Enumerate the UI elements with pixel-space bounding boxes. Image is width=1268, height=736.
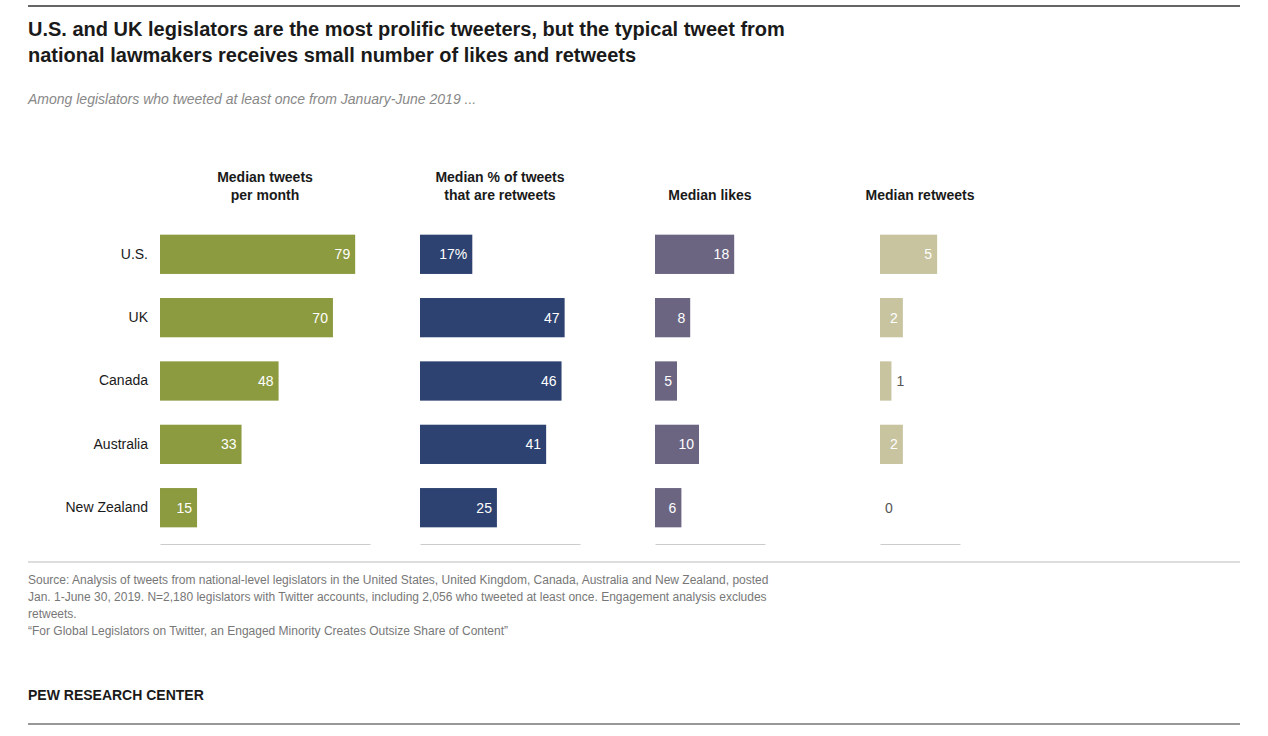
data-label: 70 bbox=[312, 310, 328, 326]
bar bbox=[160, 488, 197, 527]
data-label: 6 bbox=[669, 500, 677, 516]
bar-panel: Median % of tweets that are retweets 17% 47… bbox=[420, 169, 581, 545]
y-tick: U.S. bbox=[121, 246, 148, 262]
title-line: U.S. and UK legislators are the most pro… bbox=[28, 18, 785, 40]
bars bbox=[655, 235, 734, 528]
x-axis bbox=[421, 544, 581, 545]
bar bbox=[420, 425, 546, 464]
bar bbox=[160, 361, 279, 400]
data-label: 1 bbox=[896, 373, 904, 389]
subtitle-line: Among legislators who tweeted at least o… bbox=[27, 91, 476, 107]
bar bbox=[160, 298, 333, 337]
column-header: Median % of tweets that are retweets bbox=[435, 169, 564, 203]
y-tick: Canada bbox=[99, 372, 148, 388]
x-axis bbox=[881, 544, 961, 545]
column-header: Median retweets bbox=[866, 187, 975, 203]
data-label: 0 bbox=[885, 500, 893, 516]
data-label: 41 bbox=[526, 436, 542, 452]
source-note-line: “For Global Legislators on Twitter, an E… bbox=[28, 624, 508, 638]
data-label: 17% bbox=[439, 246, 467, 262]
data-label: 2 bbox=[890, 436, 898, 452]
y-tick: UK bbox=[129, 309, 149, 325]
bar bbox=[655, 425, 699, 464]
bars bbox=[880, 235, 937, 464]
bar bbox=[655, 235, 734, 274]
bar bbox=[420, 488, 497, 527]
data-label: 46 bbox=[541, 373, 557, 389]
bar bbox=[880, 298, 903, 337]
column-header-line: Median tweets bbox=[217, 169, 313, 185]
bar-panel: Median tweets per month 79 70 48 33 15 U.S. UK Ca… bbox=[66, 169, 371, 545]
x-axis-line bbox=[881, 544, 961, 545]
data-label: 10 bbox=[678, 436, 694, 452]
bar bbox=[655, 488, 681, 527]
separator-rule bbox=[28, 562, 1240, 563]
y-tick-label: Australia bbox=[94, 436, 149, 452]
y-tick-label: U.S. bbox=[121, 246, 148, 262]
footer-line: PEW RESEARCH CENTER bbox=[28, 687, 204, 703]
data-label: 33 bbox=[221, 436, 237, 452]
bar bbox=[880, 488, 881, 527]
bar bbox=[655, 298, 690, 337]
title: U.S. and UK legislators are the most pro… bbox=[28, 18, 785, 66]
chart-svg: U.S. and UK legislators are the most pro… bbox=[0, 0, 1268, 736]
source-note-line: Jan. 1-June 30, 2019. N=2,180 legislator… bbox=[28, 590, 767, 604]
column-header: Median likes bbox=[668, 187, 751, 203]
bar bbox=[880, 425, 903, 464]
data-label: 48 bbox=[258, 373, 274, 389]
column-header-line: Median retweets bbox=[866, 187, 975, 203]
bars bbox=[160, 235, 355, 528]
column-header-line: that are retweets bbox=[444, 187, 555, 203]
footer: PEW RESEARCH CENTER bbox=[28, 687, 204, 703]
data-labels: 18 8 5 10 6 bbox=[664, 246, 729, 515]
data-labels: 17% 47 46 41 25 bbox=[439, 246, 560, 515]
column-header-line: Median % of tweets bbox=[435, 169, 564, 185]
x-axis-line bbox=[656, 544, 766, 545]
subtitle: Among legislators who tweeted at least o… bbox=[27, 91, 476, 107]
y-tick-label: Canada bbox=[99, 372, 148, 388]
data-label: 25 bbox=[476, 500, 492, 516]
source-note-line: Source: Analysis of tweets from national… bbox=[28, 573, 768, 587]
data-label: 2 bbox=[890, 310, 898, 326]
bar bbox=[420, 361, 562, 400]
data-label: 8 bbox=[677, 310, 685, 326]
y-tick-label: UK bbox=[129, 309, 149, 325]
column-header: Median tweets per month bbox=[217, 169, 313, 203]
x-axis bbox=[656, 544, 766, 545]
source-note: Source: Analysis of tweets from national… bbox=[28, 573, 768, 638]
data-labels: 5 2 1 2 0 bbox=[885, 246, 932, 515]
bars bbox=[420, 235, 565, 528]
y-tick: New Zealand bbox=[66, 499, 149, 515]
data-label: 5 bbox=[924, 246, 932, 262]
top-rule bbox=[28, 5, 1240, 7]
data-label: 18 bbox=[714, 246, 730, 262]
source-note-line: retweets. bbox=[28, 607, 77, 621]
bar bbox=[880, 361, 891, 400]
data-label: 5 bbox=[664, 373, 672, 389]
bar bbox=[880, 235, 937, 274]
column-header-line: Median likes bbox=[668, 187, 751, 203]
bar-panel: Median retweets 5 2 1 2 0 bbox=[866, 187, 975, 545]
data-label: 79 bbox=[335, 246, 351, 262]
bottom-rule bbox=[28, 723, 1240, 724]
data-labels: 79 70 48 33 15 bbox=[176, 246, 350, 515]
y-tick-label: New Zealand bbox=[66, 499, 149, 515]
bar bbox=[655, 361, 677, 400]
x-axis-line bbox=[161, 544, 371, 545]
bar bbox=[160, 425, 242, 464]
data-label: 47 bbox=[544, 310, 560, 326]
y-axis: U.S. UK Canada Australia New Zealand bbox=[66, 246, 149, 515]
bar bbox=[160, 235, 355, 274]
title-line: national lawmakers receives small number… bbox=[28, 44, 636, 66]
bar-panel: Median likes 18 8 5 10 6 bbox=[655, 187, 766, 545]
data-label: 15 bbox=[176, 500, 192, 516]
bar bbox=[420, 235, 472, 274]
x-axis-line bbox=[421, 544, 581, 545]
y-tick: Australia bbox=[94, 436, 149, 452]
column-header-line: per month bbox=[231, 187, 299, 203]
x-axis bbox=[161, 544, 371, 545]
bar bbox=[420, 298, 565, 337]
